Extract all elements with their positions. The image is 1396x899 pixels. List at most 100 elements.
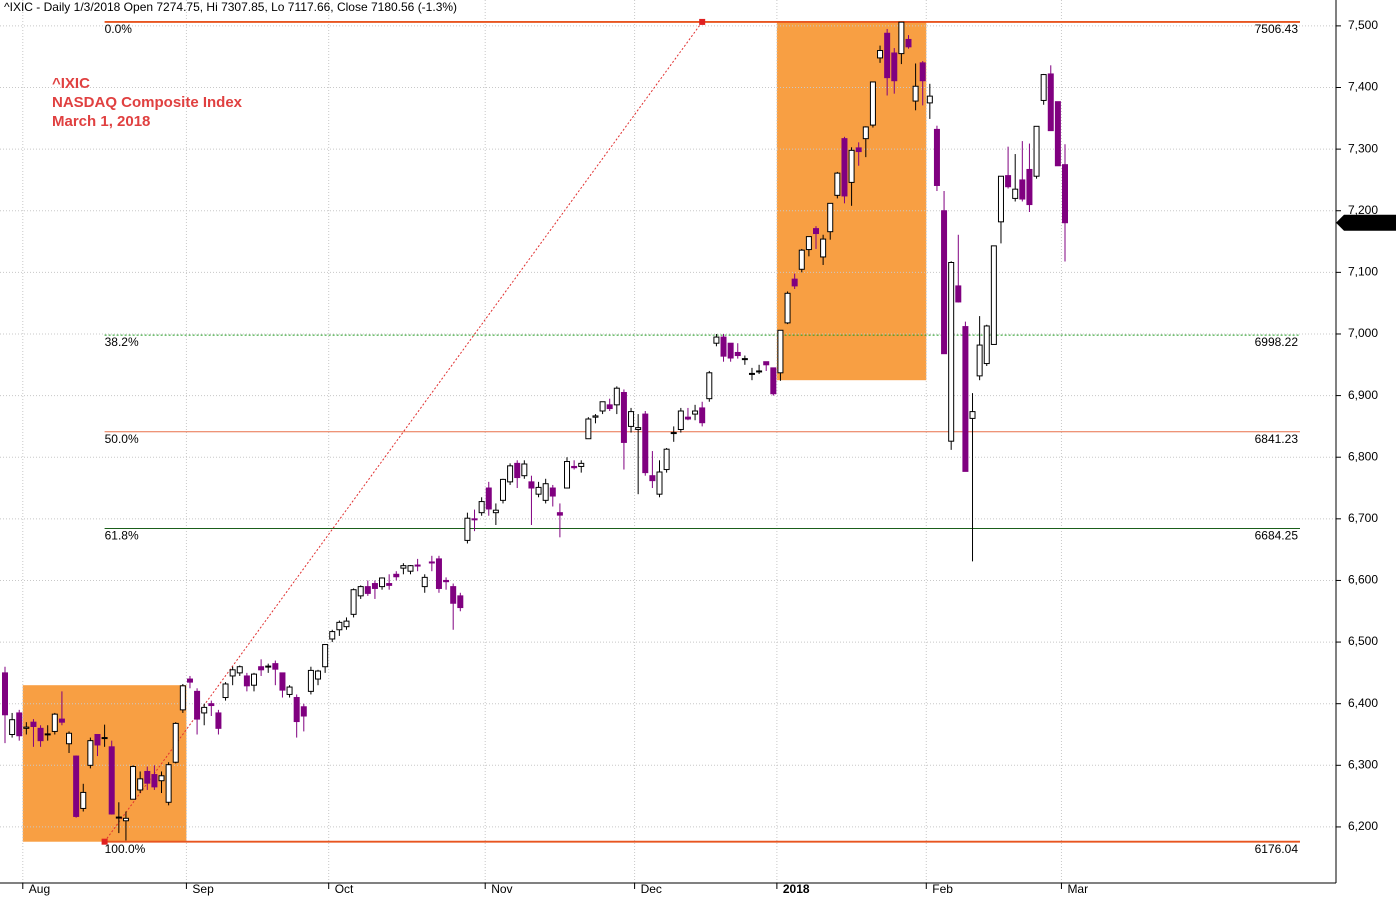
candle-body <box>670 432 677 435</box>
candle-body <box>962 326 969 472</box>
candle-body <box>144 770 151 784</box>
candle-body <box>435 558 442 589</box>
candle-body <box>300 706 307 717</box>
candle-body <box>592 415 599 418</box>
x-tick-label: Sep <box>192 882 214 896</box>
candle-body <box>827 202 834 233</box>
candle-body <box>492 509 499 514</box>
candle-body <box>73 755 80 817</box>
candle-body <box>16 712 23 737</box>
candle-body <box>841 138 848 197</box>
candle-body <box>443 579 450 583</box>
annotation: March 1, 2018 <box>52 113 150 130</box>
x-tick-label: Feb <box>932 882 953 896</box>
candle-body <box>80 791 87 809</box>
candle-body <box>713 336 720 344</box>
candle-body <box>748 372 755 375</box>
candle-body <box>428 561 435 564</box>
candle-body <box>194 690 201 720</box>
candle-body <box>201 706 208 714</box>
candle-body <box>848 149 855 183</box>
candle-body <box>898 21 905 55</box>
candle-body <box>727 342 734 359</box>
candle-body <box>236 666 243 674</box>
candle-body <box>400 565 407 569</box>
candle-body <box>983 325 990 365</box>
candle-body <box>677 410 684 430</box>
candle-body <box>834 172 841 196</box>
candle-body <box>137 778 144 791</box>
candle-body <box>976 344 983 377</box>
candle-body <box>208 703 215 707</box>
candle-body <box>791 278 798 287</box>
y-tick-label: 6,400 <box>1348 696 1378 710</box>
candle-body <box>364 586 371 594</box>
candle-body <box>635 427 642 430</box>
candle-body <box>158 775 165 782</box>
candle-body <box>414 564 421 567</box>
candle-body <box>272 663 279 670</box>
candle-body <box>720 336 727 357</box>
candle-body <box>421 576 428 588</box>
candle-body <box>222 683 229 699</box>
y-tick-label: 7,100 <box>1348 265 1378 279</box>
x-tick-label: Dec <box>641 882 662 896</box>
fib-value: 6841.23 <box>1255 432 1299 446</box>
candle-body <box>87 740 94 766</box>
candle-body <box>1054 101 1061 167</box>
candle-body <box>229 669 236 677</box>
candle-body <box>820 238 827 258</box>
candle-body <box>329 631 336 640</box>
candle-body <box>941 210 948 355</box>
candle-body <box>179 685 186 711</box>
candle-body <box>578 462 585 467</box>
grid-layer <box>0 0 1336 883</box>
candle-body <box>450 586 457 604</box>
candle-body <box>955 285 962 303</box>
candle-body <box>151 774 158 788</box>
candle-body <box>663 448 670 471</box>
last-price-tag <box>1336 214 1396 231</box>
candle-body <box>1005 175 1012 188</box>
candle-body <box>1012 188 1019 199</box>
candle-body <box>286 686 293 695</box>
candle-body <box>763 361 770 366</box>
candle-body <box>514 462 521 479</box>
candle-body <box>862 126 869 140</box>
candle-body <box>613 387 620 406</box>
x-tick-label: 2018 <box>783 882 810 896</box>
candle-body <box>101 737 108 740</box>
candle-body <box>499 478 506 501</box>
candle-body <box>628 411 635 427</box>
candle-body <box>115 816 122 819</box>
candle-body <box>357 586 364 597</box>
y-tick-label: 6,300 <box>1348 757 1378 771</box>
candle-body <box>130 766 137 800</box>
candle-body <box>741 358 748 361</box>
fib-label: 100.0% <box>105 842 146 856</box>
candle-body <box>855 147 862 153</box>
candle-body <box>969 411 976 419</box>
candle-body <box>250 673 257 686</box>
candle-body <box>279 672 286 691</box>
y-tick-label: 6,600 <box>1348 573 1378 587</box>
candle-body <box>905 38 912 48</box>
candle-body <box>912 85 919 102</box>
candle-body <box>371 583 378 589</box>
candle-body <box>585 418 592 440</box>
fib-value: 6684.25 <box>1255 529 1299 543</box>
candle-body <box>350 589 357 615</box>
candle-body <box>784 292 791 324</box>
candle-body <box>464 517 471 541</box>
y-tick-label: 7,200 <box>1348 203 1378 217</box>
candle-body <box>656 471 663 495</box>
candle-body <box>528 481 535 489</box>
candle-body <box>23 726 30 729</box>
candle-body <box>997 175 1004 223</box>
y-tick-label: 7,000 <box>1348 326 1378 340</box>
candle-body <box>556 512 563 516</box>
candle-body <box>734 351 741 357</box>
candle-body <box>1026 168 1033 206</box>
